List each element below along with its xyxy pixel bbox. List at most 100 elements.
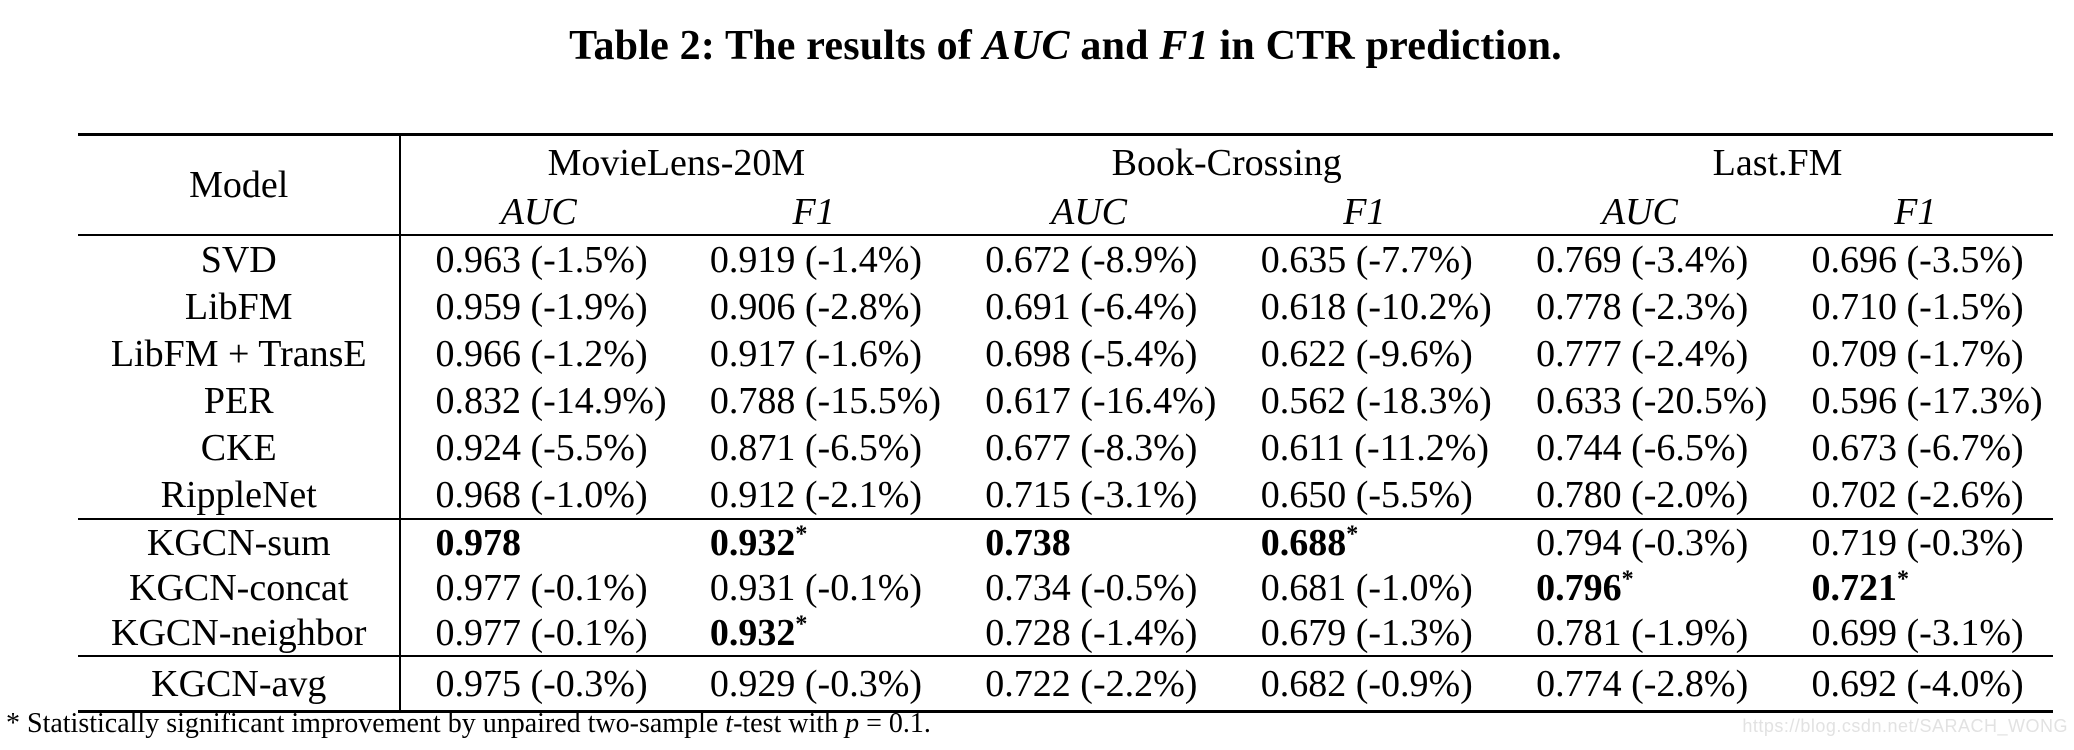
- model-name: KGCN-avg: [78, 656, 402, 712]
- metric-value: 0.728 (-1.4%): [985, 611, 1198, 654]
- metric-value: 0.977 (-0.1%): [435, 611, 648, 654]
- metric-value: 0.919 (-1.4%): [709, 238, 923, 281]
- model-name: CKE: [78, 424, 402, 471]
- table-row: KGCN-concat 0.977 (-0.1%) 0.931 (-0.1%) 0.7…: [78, 565, 2053, 610]
- metric-value: 0.975 (-0.3%): [435, 662, 648, 705]
- table-row: LibFM + TransE 0.966 (-1.2%) 0.917 (-1.6%)…: [78, 330, 2053, 377]
- metric-value: 0.611 (-11.2%): [1260, 426, 1489, 469]
- metric-value: 0.796*: [1536, 565, 1634, 609]
- column-header-f1: F1: [1343, 191, 1386, 233]
- table-header: Model MovieLens-20M Book-Crossing Last.F…: [78, 134, 2053, 235]
- metric-value: 0.709 (-1.7%): [1811, 332, 2024, 375]
- caption-f1-label: F1: [1159, 23, 1209, 69]
- metric-value: 0.906 (-2.8%): [709, 285, 923, 328]
- significance-footnote: * Statistically significant improvement …: [6, 708, 931, 740]
- model-name: RippleNet: [78, 471, 402, 519]
- metric-value: 0.699 (-3.1%): [1811, 611, 2024, 654]
- metric-value: 0.622 (-9.6%): [1260, 332, 1473, 375]
- metric-value: 0.702 (-2.6%): [1811, 473, 2024, 516]
- significance-star: *: [795, 520, 808, 547]
- metric-value: 0.672 (-8.9%): [985, 238, 1198, 281]
- metric-value: 0.931 (-0.1%): [709, 566, 923, 609]
- metric-value: 0.715 (-3.1%): [985, 473, 1198, 516]
- metric-value: 0.679 (-1.3%): [1260, 611, 1473, 654]
- metric-value: 0.871 (-6.5%): [709, 426, 923, 469]
- metric-value: 0.696 (-3.5%): [1811, 238, 2024, 281]
- metric-value: 0.682 (-0.9%): [1260, 662, 1473, 705]
- table-row: SVD 0.963 (-1.5%) 0.919 (-1.4%) 0.672 (-8.9…: [78, 235, 2053, 283]
- footnote-text: = 0.1.: [859, 708, 931, 739]
- table-caption: Table 2: The results of AUC and F1 in CT…: [78, 22, 2053, 70]
- table-row: CKE 0.924 (-5.5%) 0.871 (-6.5%) 0.677 (-8.3…: [78, 424, 2053, 471]
- metric-value: 0.635 (-7.7%): [1260, 238, 1473, 281]
- table-row: KGCN-avg 0.975 (-0.3%) 0.929 (-0.3%) 0.722 …: [78, 656, 2053, 712]
- metric-value: 0.832 (-14.9%): [435, 379, 667, 422]
- metric-value: 0.781 (-1.9%): [1536, 611, 1749, 654]
- metric-value: 0.977 (-0.1%): [435, 566, 648, 609]
- significance-star: *: [1897, 565, 1910, 592]
- caption-text: Table 2: The results of: [569, 23, 983, 69]
- dataset-header-row: Model MovieLens-20M Book-Crossing Last.F…: [78, 134, 2053, 235]
- metric-value: 0.769 (-3.4%): [1536, 238, 1749, 281]
- metric-value: 0.780 (-2.0%): [1536, 473, 1749, 516]
- model-name: LibFM + TransE: [78, 330, 402, 377]
- results-table: Model MovieLens-20M Book-Crossing Last.F…: [78, 133, 2053, 713]
- model-name: KGCN-sum: [78, 519, 402, 565]
- metric-value: 0.929 (-0.3%): [709, 662, 923, 705]
- table-row: PER 0.832 (-14.9%) 0.788 (-15.5%) 0.617 (-1…: [78, 377, 2053, 424]
- metric-value: 0.932*: [709, 610, 808, 654]
- model-name: SVD: [78, 235, 402, 283]
- column-header-auc: AUC: [500, 191, 577, 233]
- column-header-f1: F1: [1894, 191, 1937, 233]
- metric-value: 0.618 (-10.2%): [1260, 285, 1492, 328]
- caption-text: in CTR prediction.: [1208, 23, 1562, 69]
- footnote-text: Statistically significant improvement by…: [20, 708, 726, 739]
- metric-value: 0.677 (-8.3%): [985, 426, 1198, 469]
- metric-header-row: AUC F1 AUC F1 AUC F1: [78, 190, 2053, 235]
- metric-value: 0.788 (-15.5%): [709, 379, 942, 422]
- footnote-t-symbol: t: [725, 708, 734, 739]
- column-header-auc: AUC: [1601, 191, 1678, 233]
- metric-value: 0.719 (-0.3%): [1811, 521, 2024, 564]
- metric-value: 0.562 (-18.3%): [1260, 379, 1492, 422]
- metric-value: 0.917 (-1.6%): [709, 332, 923, 375]
- metric-value: 0.744 (-6.5%): [1536, 426, 1749, 469]
- metric-value: 0.738: [985, 521, 1071, 564]
- csdn-watermark: https://blog.csdn.net/SARACH_WONG: [1742, 716, 2068, 736]
- metric-value: 0.692 (-4.0%): [1811, 662, 2024, 705]
- column-header-f1: F1: [792, 191, 835, 233]
- table-section-1: KGCN-sum 0.978 0.932* 0.738 0.688* 0.794 (-0.…: [78, 519, 2053, 656]
- metric-value: 0.774 (-2.8%): [1536, 662, 1749, 705]
- table-row: LibFM 0.959 (-1.9%) 0.906 (-2.8%) 0.691 (-6…: [78, 283, 2053, 330]
- metric-value: 0.691 (-6.4%): [985, 285, 1198, 328]
- metric-value: 0.673 (-6.7%): [1811, 426, 2024, 469]
- footnote-star: *: [6, 708, 20, 739]
- metric-value: 0.722 (-2.2%): [985, 662, 1198, 705]
- significance-star: *: [1621, 565, 1634, 592]
- metric-value: 0.596 (-17.3%): [1811, 379, 2043, 422]
- column-header-model: Model: [78, 134, 402, 235]
- table-section-0: SVD 0.963 (-1.5%) 0.919 (-1.4%) 0.672 (-8.9…: [78, 235, 2053, 519]
- model-name: KGCN-concat: [78, 565, 402, 610]
- column-group-movielens-20m: MovieLens-20M: [547, 142, 806, 184]
- model-name: PER: [78, 377, 402, 424]
- table-row: KGCN-sum 0.978 0.932* 0.738 0.688* 0.794 (-0.…: [78, 519, 2053, 565]
- metric-value: 0.968 (-1.0%): [435, 473, 648, 516]
- table-row: KGCN-neighbor 0.977 (-0.1%) 0.932* 0.728 (-…: [78, 610, 2053, 656]
- metric-value: 0.978: [435, 521, 521, 564]
- footnote-text: -test with: [733, 708, 846, 739]
- metric-value: 0.966 (-1.2%): [435, 332, 648, 375]
- metric-value: 0.710 (-1.5%): [1811, 285, 2024, 328]
- metric-value: 0.721*: [1811, 565, 1910, 609]
- metric-value: 0.777 (-2.4%): [1536, 332, 1749, 375]
- column-header-auc: AUC: [1051, 191, 1127, 233]
- metric-value: 0.617 (-16.4%): [985, 379, 1217, 422]
- metric-value: 0.963 (-1.5%): [435, 238, 648, 281]
- column-group-last-fm: Last.FM: [1712, 142, 1843, 184]
- metric-value: 0.794 (-0.3%): [1536, 521, 1749, 564]
- metric-value: 0.932*: [709, 520, 808, 564]
- metric-value: 0.698 (-5.4%): [985, 332, 1198, 375]
- metric-value: 0.924 (-5.5%): [435, 426, 648, 469]
- model-name: LibFM: [78, 283, 402, 330]
- significance-star: *: [795, 610, 808, 637]
